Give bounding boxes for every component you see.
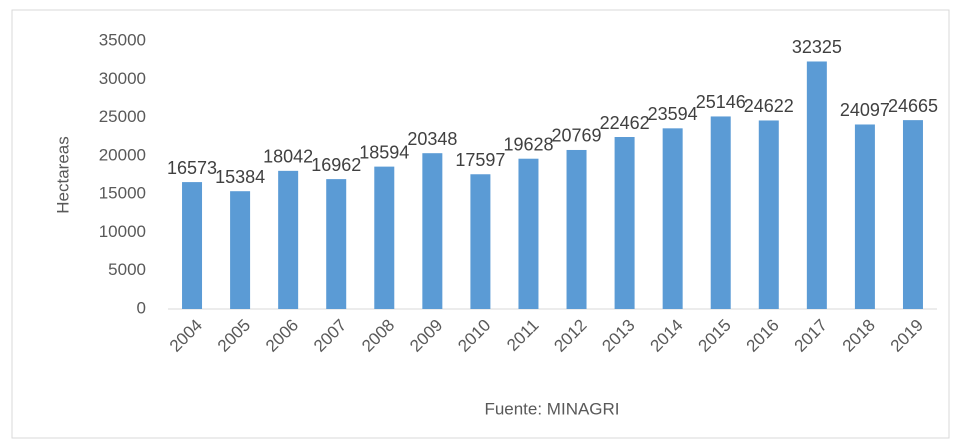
y-tick-label: 15000 — [99, 184, 146, 203]
bar — [278, 170, 299, 309]
y-tick-label: 25000 — [99, 107, 146, 126]
data-label: 23594 — [648, 104, 698, 124]
bar — [230, 191, 251, 309]
y-tick-label: 20000 — [99, 145, 146, 164]
bar — [614, 137, 635, 309]
bar — [662, 128, 683, 309]
bar — [518, 158, 539, 309]
x-tick-label: 2012 — [550, 316, 590, 356]
data-label: 16962 — [311, 155, 361, 175]
bar — [470, 174, 491, 309]
data-label: 18594 — [359, 142, 409, 162]
data-label: 32325 — [792, 37, 842, 57]
x-tick-label: 2010 — [454, 316, 494, 356]
bar — [566, 149, 587, 309]
x-tick-label: 2005 — [214, 316, 254, 356]
chart-border — [11, 9, 950, 439]
bar — [326, 179, 347, 309]
bar — [374, 166, 395, 309]
x-tick-label: 2011 — [503, 316, 542, 355]
y-tick-label: 30000 — [99, 69, 146, 88]
bar — [422, 153, 443, 309]
x-tick-label: 2016 — [743, 316, 783, 356]
x-tick-label: 2018 — [839, 316, 879, 356]
x-tick-label: 2008 — [358, 316, 398, 356]
x-tick-label: 2009 — [406, 316, 446, 356]
data-label: 20769 — [552, 126, 602, 146]
data-label: 17597 — [455, 150, 505, 170]
bar — [806, 61, 827, 310]
y-axis-label: Hectareas — [53, 136, 72, 213]
data-label: 22462 — [600, 113, 650, 133]
x-tick-label: 2007 — [310, 316, 350, 356]
x-axis-label: Fuente: MINAGRI — [484, 399, 619, 418]
data-label: 24665 — [888, 96, 938, 116]
data-label: 25146 — [696, 92, 746, 112]
x-tick-label: 2014 — [646, 316, 686, 356]
data-label: 20348 — [407, 129, 457, 149]
x-tick-label: 2017 — [791, 316, 831, 356]
bar — [182, 182, 203, 309]
data-label: 24097 — [840, 100, 890, 120]
x-tick-label: 2004 — [166, 316, 206, 356]
y-tick-label: 10000 — [99, 222, 146, 241]
y-tick-label: 35000 — [99, 30, 146, 49]
data-label: 19628 — [503, 134, 553, 154]
bar — [710, 116, 731, 309]
x-tick-label: 2013 — [598, 316, 638, 356]
y-tick-label: 5000 — [108, 260, 146, 279]
bar — [758, 120, 779, 310]
data-label: 15384 — [215, 167, 265, 187]
x-tick-label: 2019 — [887, 316, 927, 356]
bar — [902, 120, 923, 310]
x-tick-label: 2015 — [695, 316, 735, 356]
data-label: 16573 — [167, 158, 217, 178]
data-label: 24622 — [744, 96, 794, 116]
data-label: 18042 — [263, 147, 313, 167]
y-tick-label: 0 — [137, 298, 146, 317]
x-tick-label: 2006 — [262, 316, 302, 356]
bar — [854, 124, 875, 309]
